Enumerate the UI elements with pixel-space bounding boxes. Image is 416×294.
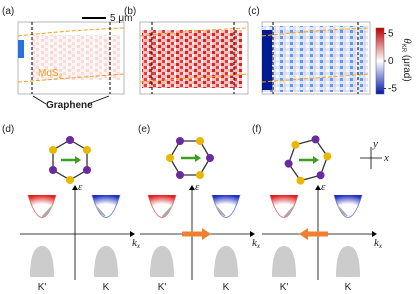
momentum-label: kx bbox=[252, 237, 261, 250]
colorbar-unit: (μrad) bbox=[401, 52, 412, 82]
panel-label: (d) bbox=[2, 124, 14, 135]
valley-left bbox=[147, 194, 177, 218]
momentum-sub: x bbox=[136, 242, 141, 250]
panel-label: (a) bbox=[2, 6, 14, 17]
momentum-label: kx bbox=[374, 237, 383, 250]
momentum-base: k bbox=[252, 237, 258, 249]
energy-label: ε bbox=[321, 181, 326, 193]
panel-label: (f) bbox=[252, 124, 261, 135]
map-a: 5 μm MoS2 Graphene bbox=[17, 13, 132, 111]
colorbar-tick-label: -5 bbox=[388, 84, 397, 95]
axes-cross: y x bbox=[360, 138, 389, 169]
colorbar: θKR (μrad) 5 0 -5 bbox=[375, 27, 413, 95]
lattices: y x bbox=[49, 135, 389, 185]
mos2-base: MoS bbox=[38, 68, 59, 79]
momentum-base: k bbox=[374, 237, 380, 249]
valley-gray bbox=[272, 246, 360, 277]
valley-left bbox=[269, 194, 299, 218]
colorbar-label: θKR (μrad) bbox=[400, 38, 413, 81]
mos2-label: MoS2 bbox=[38, 68, 63, 80]
valley-label: K' bbox=[280, 282, 289, 293]
panel-label: (b) bbox=[124, 6, 136, 17]
valley-gray bbox=[150, 246, 238, 277]
band-panel: ε kx K' K bbox=[262, 181, 383, 293]
axis-y: y bbox=[372, 138, 378, 150]
valley-right bbox=[333, 194, 363, 218]
momentum-base: k bbox=[132, 237, 138, 249]
colorbar-sub: KR bbox=[400, 44, 406, 53]
arrowhead bbox=[315, 185, 321, 190]
map-c bbox=[261, 21, 371, 95]
panel-label: (e) bbox=[138, 124, 150, 135]
graphene-label: Graphene bbox=[46, 100, 93, 111]
energy-label: ε bbox=[195, 181, 200, 193]
valley-label: K bbox=[223, 282, 230, 293]
momentum-sub: x bbox=[256, 242, 261, 250]
axis-x: x bbox=[383, 152, 389, 164]
valley-right bbox=[211, 194, 241, 218]
momentum-sub: x bbox=[378, 242, 383, 250]
panel-labels: (a) (b) (c) (d) (e) (f) bbox=[2, 6, 261, 135]
valley-label: K bbox=[103, 282, 110, 293]
valley-right bbox=[91, 194, 121, 218]
momentum-label: kx bbox=[132, 237, 141, 250]
valley-left bbox=[27, 194, 57, 218]
arrowhead bbox=[372, 231, 377, 237]
scale-bar-label: 5 μm bbox=[110, 13, 132, 24]
energy-label: ε bbox=[78, 181, 83, 193]
arrowhead bbox=[130, 231, 135, 237]
valley-label: K bbox=[345, 282, 352, 293]
valley-gray bbox=[30, 246, 118, 277]
colorbar-symbol: θ bbox=[401, 38, 413, 44]
map-b bbox=[139, 21, 249, 95]
current-arrowhead bbox=[202, 228, 211, 240]
colorbar-tick-label: 5 bbox=[388, 29, 394, 40]
valley-label: K' bbox=[158, 282, 167, 293]
panel-label: (c) bbox=[248, 6, 260, 17]
valley-label: K' bbox=[38, 282, 47, 293]
band-panel: ε kx K' K bbox=[20, 181, 141, 293]
band-panel: ε kx K' K bbox=[140, 181, 261, 293]
arrowhead bbox=[250, 231, 255, 237]
arrowhead bbox=[189, 185, 195, 190]
mos2-sub: 2 bbox=[59, 74, 63, 80]
current-arrowhead bbox=[299, 228, 308, 240]
colorbar-tick-label: 0 bbox=[388, 56, 394, 67]
arrowhead bbox=[72, 185, 78, 190]
